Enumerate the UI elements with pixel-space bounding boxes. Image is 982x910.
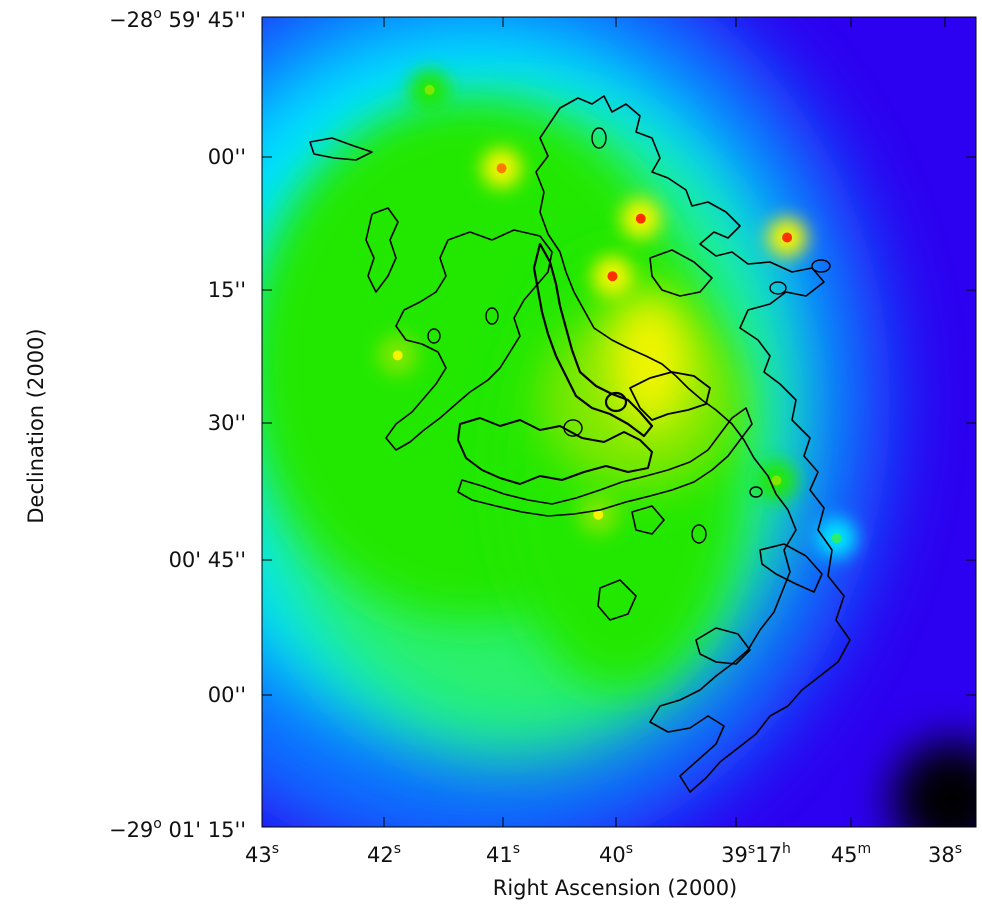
point-source-core	[424, 84, 435, 95]
contour-northwest-fragment	[309, 137, 373, 161]
point-source-src-1	[409, 69, 450, 110]
tick-label-superscript: s	[625, 841, 634, 857]
contour-small-ring-1	[591, 127, 607, 149]
point-source-core	[392, 350, 403, 361]
tick-label-superscript: s	[271, 841, 280, 857]
point-source-src-2	[481, 148, 522, 189]
tick-label-superscript: s	[393, 841, 402, 857]
contour-small-ring-4	[691, 524, 707, 544]
tick-label-text: 41	[485, 843, 513, 867]
tick-label-text: 42	[366, 843, 394, 867]
tick-label-superscript: o	[153, 6, 162, 22]
contour-outer-north-arm	[535, 95, 851, 793]
point-source-core	[771, 475, 782, 486]
tick-label-text: 01' 15''	[161, 818, 246, 842]
contour-small-ring-8	[427, 328, 441, 344]
contour-small-ring-5	[811, 259, 831, 273]
heat-blob-8	[892, 740, 976, 827]
tick-label-text: −29	[108, 818, 154, 842]
diffuse-emission-heatmap	[262, 17, 976, 827]
heat-blob-7	[610, 290, 690, 430]
y-tick-label: 00''	[208, 147, 246, 168]
contour-south-lobe	[597, 579, 637, 621]
y-tick-label: −29o 01' 15''	[109, 817, 246, 841]
tick-label-text: 15''	[207, 278, 246, 302]
point-source-core	[496, 163, 507, 174]
contour-small-ring-7	[485, 307, 499, 325]
tick-label-superscript: m	[857, 841, 872, 857]
x-tick-label: 43s	[245, 842, 279, 866]
contour-east-arc	[629, 371, 711, 421]
x-tick-label: 40s	[599, 842, 633, 866]
tick-label-text: 59' 45''	[161, 8, 246, 32]
tick-label-superscript: s	[512, 841, 521, 857]
point-source-core	[635, 213, 646, 224]
contours	[309, 95, 851, 793]
point-source-core	[831, 533, 842, 544]
tick-label-text: 00''	[207, 145, 246, 169]
contour-south-arm	[457, 407, 753, 517]
x-tick-label: 38s	[928, 842, 962, 866]
point-sources	[377, 69, 857, 559]
point-source-core	[607, 271, 618, 282]
tick-label-superscript: o	[153, 816, 162, 832]
x-tick-label: 45m	[831, 842, 871, 866]
point-source-src-4	[767, 217, 808, 258]
point-source-src-3	[620, 198, 661, 239]
point-source-core	[782, 232, 793, 243]
y-tick-label: 30''	[208, 413, 246, 434]
x-tick-label: 41s	[486, 842, 520, 866]
y-tick-label: −28o 59' 45''	[109, 7, 246, 31]
contour-central-ridge	[532, 242, 654, 438]
y-tick-label: 00''	[208, 685, 246, 706]
contour-small-ring-2	[749, 486, 763, 498]
contour-northeast-lobe	[649, 249, 713, 297]
y-tick-label: 00' 45''	[169, 550, 246, 571]
x-axis-title: Right Ascension (2000)	[492, 876, 738, 900]
contour-outer-west-arm	[385, 229, 553, 451]
contour-small-ring-6	[769, 281, 787, 295]
x-tick-label: 39s17h	[721, 842, 791, 866]
tick-label-text: 00' 45''	[168, 548, 246, 572]
point-source-src-7	[756, 460, 797, 501]
contour-lower-east-tail	[695, 627, 751, 665]
contour-east-tail	[759, 543, 823, 593]
tick-label-text: 43	[244, 843, 272, 867]
contour-core-ring	[457, 417, 653, 485]
tick-label-text: 00''	[207, 683, 246, 707]
point-source-src-5	[592, 256, 633, 297]
tick-label-superscript: s	[954, 841, 963, 857]
tick-label-text: 38	[927, 843, 955, 867]
tick-label-text: 39	[721, 843, 748, 867]
point-source-src-8	[578, 494, 619, 535]
contour-peak-ring	[604, 391, 628, 413]
plot-frame	[261, 16, 977, 828]
contour-small-ring-3	[563, 419, 583, 437]
tick-label-text: 30''	[207, 411, 246, 435]
y-axis-title: Declination (2000)	[24, 328, 48, 524]
point-source-src-9	[816, 518, 857, 559]
tick-label-text: −28	[108, 8, 154, 32]
point-source-core	[593, 509, 604, 520]
tick-label-text: 17	[755, 843, 782, 867]
contour-southwest-lobe	[631, 505, 665, 535]
point-source-src-6	[377, 335, 418, 376]
tick-label-text: 40	[598, 843, 626, 867]
tick-label-superscript: s	[747, 841, 756, 857]
axis-ticks	[261, 16, 976, 828]
tick-label-superscript: h	[781, 841, 791, 857]
contour-outer-west-tail	[365, 207, 399, 293]
y-tick-label: 15''	[208, 280, 246, 301]
x-tick-label: 42s	[367, 842, 401, 866]
tick-label-text: 45	[830, 843, 858, 867]
